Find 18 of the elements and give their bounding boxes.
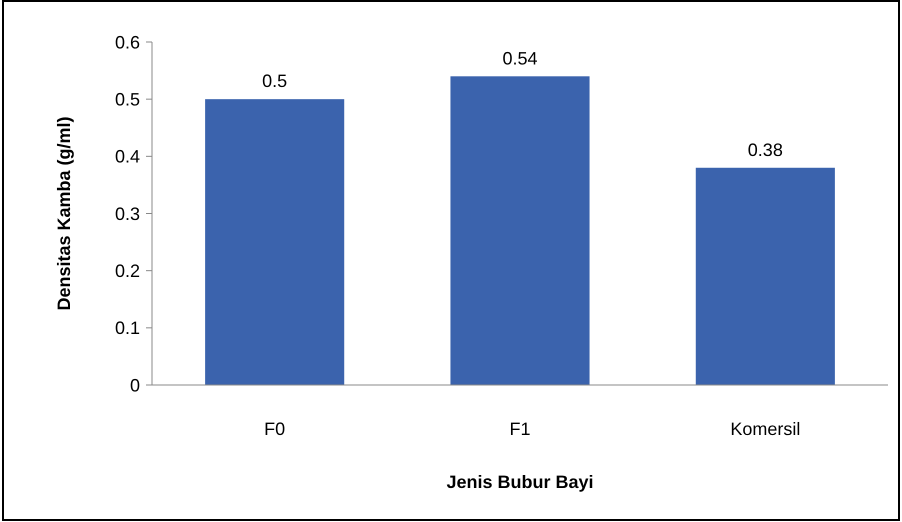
y-tick-label: 0.5	[114, 89, 140, 110]
y-tick-label: 0.6	[114, 32, 140, 52]
x-tick-label: F0	[264, 419, 286, 439]
y-tick-label: 0	[130, 375, 140, 396]
bar	[205, 99, 344, 385]
y-tick-label: 0.4	[114, 146, 140, 167]
data-label: 0.5	[262, 71, 288, 92]
x-tick-label: Komersil	[730, 419, 800, 439]
y-tick-label: 0.3	[114, 204, 140, 224]
data-label: 0.54	[502, 48, 538, 68]
bar	[696, 168, 835, 385]
bar	[450, 76, 590, 385]
y-tick-label: 0.2	[114, 260, 140, 281]
y-axis-title: Densitas Kamba (g/ml)	[54, 116, 74, 311]
data-label: 0.38	[748, 140, 783, 160]
y-tick-label: 0.1	[114, 318, 140, 338]
x-tick-label: F1	[509, 419, 531, 439]
x-axis-title: Jenis Bubur Bayi	[446, 472, 594, 492]
